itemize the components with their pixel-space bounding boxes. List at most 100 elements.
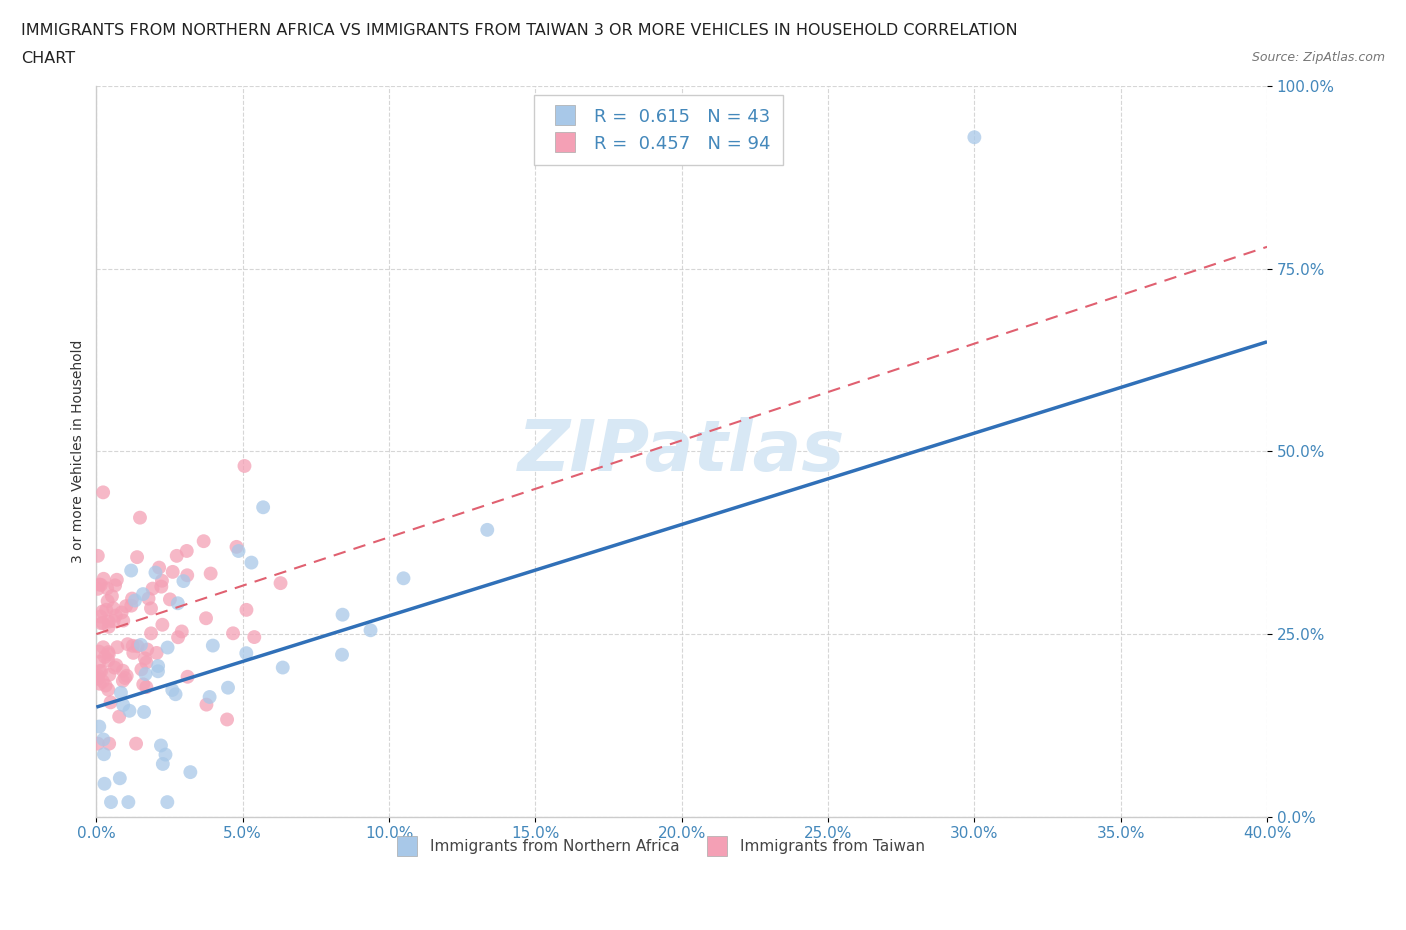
Point <box>97 619 120 634</box>
Point <box>270 576 292 591</box>
Point <box>142 581 165 596</box>
Point <box>100 794 122 809</box>
Point <box>110 605 132 620</box>
Point <box>87 737 110 751</box>
Point <box>360 623 382 638</box>
Point <box>198 689 221 704</box>
Point <box>87 549 110 564</box>
Point <box>105 658 128 672</box>
Point <box>125 550 148 565</box>
Point <box>87 644 110 659</box>
Point <box>176 543 198 558</box>
Point <box>97 593 120 608</box>
Point <box>392 571 415 586</box>
Point <box>118 703 141 718</box>
Point <box>101 589 124 604</box>
Point <box>108 771 131 786</box>
Point <box>149 738 172 753</box>
Y-axis label: 3 or more Vehicles in Household: 3 or more Vehicles in Household <box>72 339 86 563</box>
Point <box>134 667 156 682</box>
Point <box>145 645 167 660</box>
Point <box>91 616 114 631</box>
Point <box>233 458 256 473</box>
Point <box>179 764 201 779</box>
Point <box>155 747 177 762</box>
Legend: Immigrants from Northern Africa, Immigrants from Taiwan: Immigrants from Northern Africa, Immigra… <box>385 833 931 860</box>
Point <box>152 756 174 771</box>
Point <box>145 565 167 580</box>
Point <box>91 604 114 619</box>
Point <box>176 568 198 583</box>
Point <box>156 640 179 655</box>
Point <box>131 662 153 677</box>
Point <box>228 543 250 558</box>
Point <box>117 794 139 809</box>
Point <box>90 616 112 631</box>
Point <box>96 581 118 596</box>
Point <box>243 630 266 644</box>
Point <box>132 677 155 692</box>
Point <box>110 685 132 700</box>
Point <box>104 578 127 592</box>
Point <box>93 777 115 791</box>
Text: Source: ZipAtlas.com: Source: ZipAtlas.com <box>1251 51 1385 64</box>
Point <box>90 578 112 592</box>
Point <box>200 566 222 581</box>
Point <box>252 499 274 514</box>
Point <box>235 603 257 618</box>
Point <box>225 539 247 554</box>
Point <box>108 710 131 724</box>
Point <box>89 609 111 624</box>
Point <box>127 639 149 654</box>
Point <box>94 678 117 693</box>
Point <box>167 630 190 644</box>
Point <box>89 676 111 691</box>
Text: IMMIGRANTS FROM NORTHERN AFRICA VS IMMIGRANTS FROM TAIWAN 3 OR MORE VEHICLES IN : IMMIGRANTS FROM NORTHERN AFRICA VS IMMIG… <box>21 23 1018 38</box>
Point <box>105 640 128 655</box>
Point <box>91 674 114 689</box>
Point <box>172 574 194 589</box>
Point <box>193 534 215 549</box>
Point <box>104 608 127 623</box>
Point <box>90 664 112 679</box>
Point <box>104 660 127 675</box>
Point <box>125 737 148 751</box>
Point <box>162 683 184 698</box>
Point <box>332 607 354 622</box>
Point <box>112 698 135 712</box>
Point <box>115 669 138 684</box>
Point <box>121 591 143 606</box>
Point <box>98 737 121 751</box>
Point <box>217 680 239 695</box>
Point <box>121 638 143 653</box>
Point <box>201 638 224 653</box>
Point <box>124 593 146 608</box>
Point <box>166 596 188 611</box>
Point <box>271 660 294 675</box>
Point <box>135 680 157 695</box>
Point <box>139 626 162 641</box>
Point <box>139 601 162 616</box>
Point <box>170 624 193 639</box>
Point <box>89 578 111 592</box>
Point <box>97 644 120 659</box>
Point <box>93 747 115 762</box>
Point <box>89 663 111 678</box>
Point <box>138 591 160 606</box>
Point <box>122 645 145 660</box>
Point <box>98 668 121 683</box>
Point <box>120 598 142 613</box>
Point <box>120 563 142 578</box>
Point <box>165 686 187 701</box>
Point <box>132 705 155 720</box>
Point <box>103 614 125 629</box>
Point <box>146 658 169 673</box>
Point <box>91 732 114 747</box>
Point <box>87 669 110 684</box>
Point <box>150 618 173 632</box>
Point <box>117 637 139 652</box>
Point <box>89 719 111 734</box>
Point <box>96 603 118 618</box>
Point <box>159 591 181 606</box>
Point <box>87 581 110 596</box>
